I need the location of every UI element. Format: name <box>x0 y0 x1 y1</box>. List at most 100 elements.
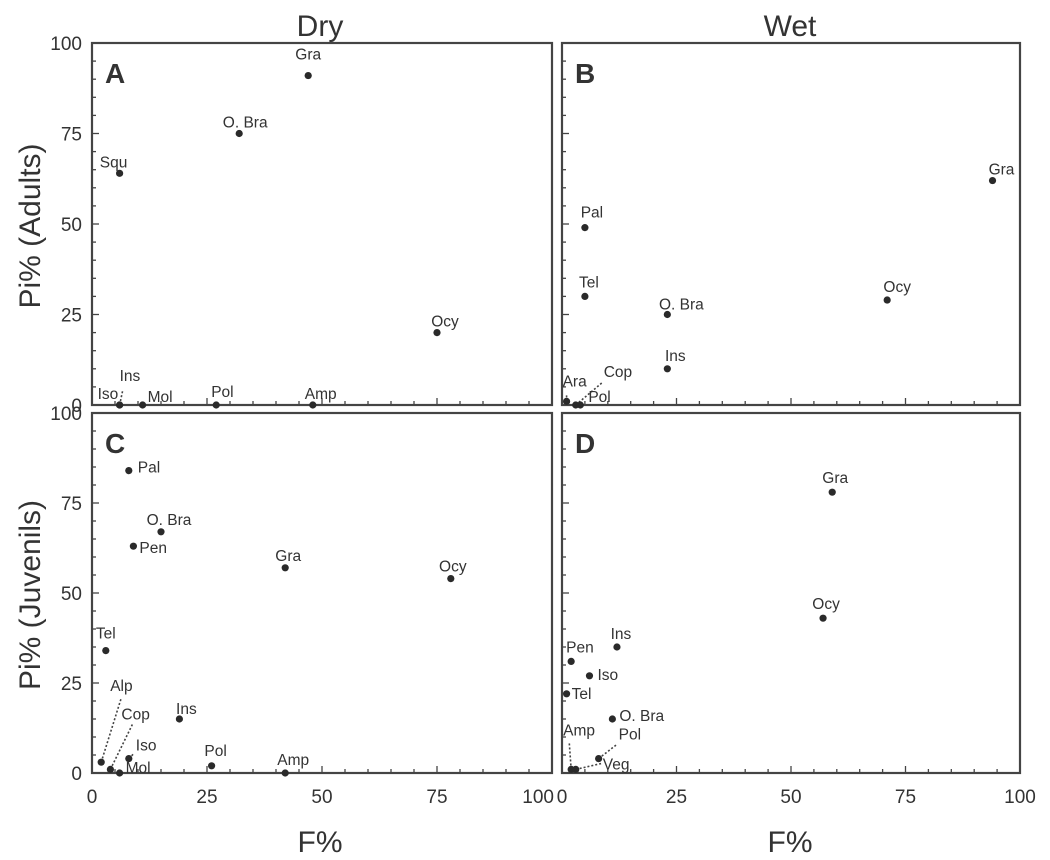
point-label: Mol <box>126 760 151 777</box>
y-axis-label-adults: Pi% (Adults) <box>14 143 47 308</box>
leader-line <box>575 762 602 771</box>
point-label: Ocy <box>883 279 911 296</box>
data-point <box>581 224 589 232</box>
point-label: Pen <box>566 639 594 656</box>
panel-c: 0 25 50 75 100 0 25 50 75 100 C Pal O. Bra Pen Gra Ocy T… <box>50 404 554 808</box>
x-tick-label: 50 <box>311 787 332 808</box>
panel-letter: C <box>105 428 125 459</box>
point-label: Pal <box>138 460 160 477</box>
data-point <box>988 176 997 185</box>
data-point <box>883 296 891 304</box>
data-point <box>106 765 114 774</box>
x-tick-label: 25 <box>666 787 687 808</box>
leader-line <box>109 724 134 770</box>
panel-b: B Gra Pal Tel Ocy O. Bra Ins Ara Cop Pol <box>560 41 1022 409</box>
x-tick-label: 0 <box>87 787 98 808</box>
point-label: Ins <box>611 626 632 643</box>
point-label: Cop <box>121 706 149 723</box>
point-label: Ins <box>120 368 141 385</box>
point-label: Gra <box>822 470 848 487</box>
x-tick-label: 75 <box>895 787 916 808</box>
point-label: Amp <box>277 752 309 769</box>
data-point <box>235 129 243 138</box>
data-point <box>663 310 671 319</box>
data-point <box>157 528 165 536</box>
data-point <box>562 690 571 698</box>
point-label: Pol <box>211 384 233 401</box>
data-point <box>608 715 616 723</box>
point-label: Veg <box>603 756 630 773</box>
data-point <box>819 614 827 622</box>
data-point <box>576 401 584 409</box>
data-point <box>585 672 594 680</box>
point-label: Alp <box>110 678 132 695</box>
x-axis-label-wet: F% <box>768 826 813 859</box>
column-title-dry: Dry <box>297 10 344 43</box>
point-label: Tel <box>96 626 116 643</box>
data-point <box>309 401 317 409</box>
y-tick-label: 0 <box>71 764 82 785</box>
data-point <box>125 755 133 763</box>
data-point <box>175 715 183 723</box>
y-tick-label: 25 <box>61 674 82 695</box>
point-label: Tel <box>572 686 592 703</box>
point-label: Ocy <box>812 596 840 613</box>
leader-line <box>100 697 122 763</box>
data-point <box>208 762 216 770</box>
y-tick-label: 50 <box>61 584 82 605</box>
data-point <box>281 564 289 572</box>
point-label: Pal <box>581 205 603 222</box>
panel-frame <box>90 41 554 407</box>
x-tick-label: 100 <box>1004 787 1036 808</box>
data-point <box>572 765 580 774</box>
y-tick-label: 100 <box>50 34 82 55</box>
data-point <box>595 755 603 763</box>
data-point <box>613 643 621 651</box>
data-point <box>116 401 124 409</box>
data-point <box>129 542 137 550</box>
data-point <box>102 647 110 655</box>
x-tick-label: 25 <box>196 787 217 808</box>
x-tick-label: 75 <box>426 787 447 808</box>
data-point <box>447 575 455 583</box>
point-label: Ocy <box>431 314 459 331</box>
column-title-wet: Wet <box>764 10 817 43</box>
data-point <box>581 292 589 300</box>
x-tick-label: 0 <box>557 787 568 808</box>
point-label: Amp <box>305 386 337 403</box>
data-point <box>116 169 124 177</box>
point-label: Squ <box>100 154 128 171</box>
data-point <box>212 401 220 409</box>
y-tick-label: 75 <box>61 494 82 515</box>
point-label: Gra <box>989 162 1015 179</box>
y-tick-label: 0 <box>71 396 82 417</box>
data-point <box>125 467 133 475</box>
data-point <box>663 365 671 373</box>
data-point <box>97 758 105 766</box>
y-tick-label: 100 <box>50 404 82 425</box>
point-label: Cop <box>604 364 632 381</box>
point-label: O. Bra <box>659 297 704 314</box>
y-axis-label-juvenils: Pi% (Juvenils) <box>14 500 47 690</box>
panel-frame <box>560 41 1022 407</box>
x-tick-label: 50 <box>780 787 801 808</box>
data-point <box>304 71 312 80</box>
point-label: Gra <box>295 47 321 64</box>
leader-line <box>568 741 572 770</box>
point-label: Iso <box>597 667 618 684</box>
point-label: Amp <box>563 722 595 739</box>
point-label: Ins <box>665 348 686 365</box>
data-point <box>116 769 124 777</box>
x-tick-label: 100 <box>522 787 554 808</box>
panel-letter: D <box>575 428 595 459</box>
point-label: Ins <box>176 701 197 718</box>
panel-letter: A <box>105 58 125 89</box>
point-label: Pen <box>139 540 167 557</box>
data-point <box>828 488 836 496</box>
leader-line <box>575 382 603 406</box>
point-label: Tel <box>579 274 599 291</box>
data-point <box>139 401 147 409</box>
